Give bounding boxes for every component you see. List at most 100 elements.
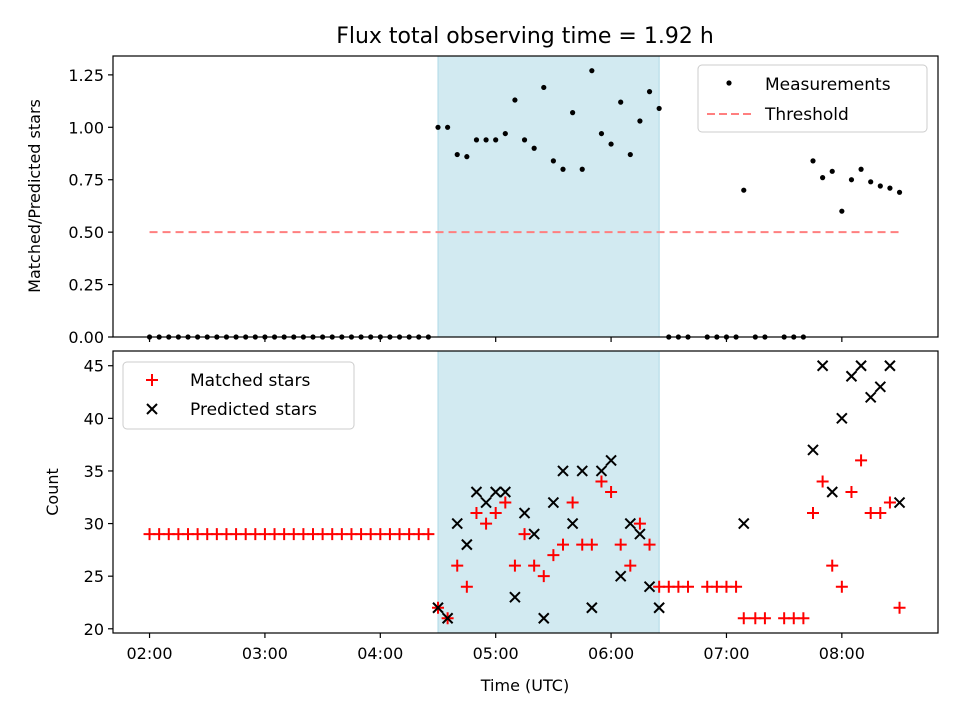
ratio-plot-area bbox=[112, 55, 939, 338]
measurement-point bbox=[637, 118, 643, 124]
predicted-star-point bbox=[432, 602, 444, 614]
y-tick-label: 1.25 bbox=[68, 66, 104, 85]
predicted-star-point bbox=[489, 486, 502, 498]
y-tick-label: 35 bbox=[84, 462, 104, 481]
measurement-point bbox=[848, 177, 855, 183]
measurement-point bbox=[627, 151, 633, 158]
y-tick-label: 45 bbox=[84, 357, 104, 376]
measurement-point bbox=[579, 166, 585, 172]
predicted-star-point bbox=[816, 360, 829, 372]
time-x-axis-label: Time (UTC) bbox=[480, 676, 569, 695]
measurement-point bbox=[896, 189, 903, 195]
x-tick-label: 06:00 bbox=[588, 644, 634, 663]
matched-star-point bbox=[480, 517, 493, 530]
x-tick-label: 07:00 bbox=[703, 644, 749, 663]
matched-star-point bbox=[489, 507, 502, 520]
predicted-star-point bbox=[643, 580, 656, 593]
predicted-star-point bbox=[518, 507, 531, 519]
measurement-point bbox=[877, 183, 883, 189]
predicted-star-point bbox=[441, 612, 454, 624]
predicted-star-point bbox=[538, 612, 550, 624]
matched-star-point bbox=[737, 612, 750, 625]
predicted-star-point bbox=[807, 444, 819, 456]
predicted-star-point bbox=[586, 602, 598, 614]
matched-star-point bbox=[883, 496, 896, 509]
matched-star-point bbox=[816, 475, 829, 488]
legend-matched-marker bbox=[146, 374, 158, 386]
predicted-star-point bbox=[738, 517, 750, 530]
y-tick-label: 40 bbox=[84, 409, 104, 428]
matched-star-point bbox=[508, 559, 521, 572]
predicted-star-point bbox=[528, 528, 540, 540]
matched-star-point bbox=[547, 549, 560, 562]
matched-star-point bbox=[470, 507, 483, 520]
measurement-point bbox=[570, 110, 576, 116]
matched-star-point bbox=[835, 580, 848, 593]
measurement-point bbox=[512, 97, 518, 103]
predicted-star-point bbox=[480, 496, 492, 509]
matched-star-point bbox=[566, 496, 579, 509]
matched-star-point bbox=[633, 517, 646, 530]
y-tick-label: 0.25 bbox=[68, 276, 104, 295]
measurement-point bbox=[531, 145, 537, 151]
matched-star-point bbox=[499, 496, 512, 509]
matched-star-point bbox=[730, 580, 743, 593]
matched-star-point bbox=[874, 507, 887, 520]
matched-star-point bbox=[585, 538, 598, 551]
predicted-star-point bbox=[461, 538, 473, 551]
predicted-star-point bbox=[634, 528, 646, 540]
measurement-point bbox=[858, 166, 864, 172]
matched-star-point bbox=[893, 601, 906, 614]
predicted-star-point bbox=[884, 360, 896, 372]
x-tick-label: 08:00 bbox=[819, 644, 865, 663]
measurement-point bbox=[454, 151, 460, 158]
measurement-point bbox=[829, 168, 835, 174]
observing-window-shade bbox=[437, 55, 660, 338]
matched-star-point bbox=[845, 486, 858, 498]
matched-star-point bbox=[557, 538, 569, 551]
matched-star-point bbox=[758, 612, 771, 625]
measurement-point bbox=[473, 137, 480, 143]
matched-star-point bbox=[528, 559, 541, 572]
measurement-point bbox=[502, 130, 508, 137]
measurement-point bbox=[598, 130, 605, 137]
x-tick-label: 02:00 bbox=[126, 644, 172, 663]
measurement-point bbox=[521, 137, 528, 143]
predicted-star-point bbox=[893, 496, 906, 509]
measurement-point bbox=[483, 137, 489, 143]
matched-star-point bbox=[460, 580, 473, 593]
matched-star-point bbox=[855, 454, 868, 467]
measurement-point bbox=[493, 137, 499, 143]
count-plot-area bbox=[112, 350, 939, 634]
matched-star-point bbox=[595, 475, 608, 488]
predicted-star-point bbox=[499, 486, 512, 498]
y-tick-label: 20 bbox=[84, 620, 104, 639]
measurement-point bbox=[550, 158, 556, 164]
predicted-star-point bbox=[845, 370, 858, 382]
predicted-star-point bbox=[595, 465, 608, 477]
measurement-point bbox=[435, 124, 441, 130]
measurement-point bbox=[887, 185, 893, 191]
y-tick-label: 0.75 bbox=[68, 171, 104, 190]
y-tick-label: 30 bbox=[84, 515, 104, 534]
measurement-point bbox=[608, 141, 614, 147]
predicted-star-point bbox=[864, 391, 877, 404]
measurement-point bbox=[464, 154, 470, 160]
x-tick-label: 03:00 bbox=[242, 644, 288, 663]
measurement-point bbox=[810, 158, 816, 164]
measurement-point bbox=[646, 89, 653, 95]
matched-star-point bbox=[807, 507, 819, 520]
matched-star-point bbox=[605, 486, 618, 498]
measurement-point bbox=[868, 179, 874, 185]
legend-threshold-label: Threshold bbox=[764, 105, 849, 125]
y-tick-label: 0.00 bbox=[68, 328, 104, 347]
matched-star-point bbox=[537, 570, 550, 583]
matched-star-point bbox=[682, 580, 694, 593]
matched-star-point bbox=[624, 559, 637, 572]
predicted-star-point bbox=[605, 454, 617, 467]
predicted-star-point bbox=[547, 496, 560, 509]
legend-measurements-label: Measurements bbox=[765, 75, 891, 95]
predicted-star-point bbox=[576, 465, 588, 477]
matched-star-point bbox=[826, 559, 839, 572]
